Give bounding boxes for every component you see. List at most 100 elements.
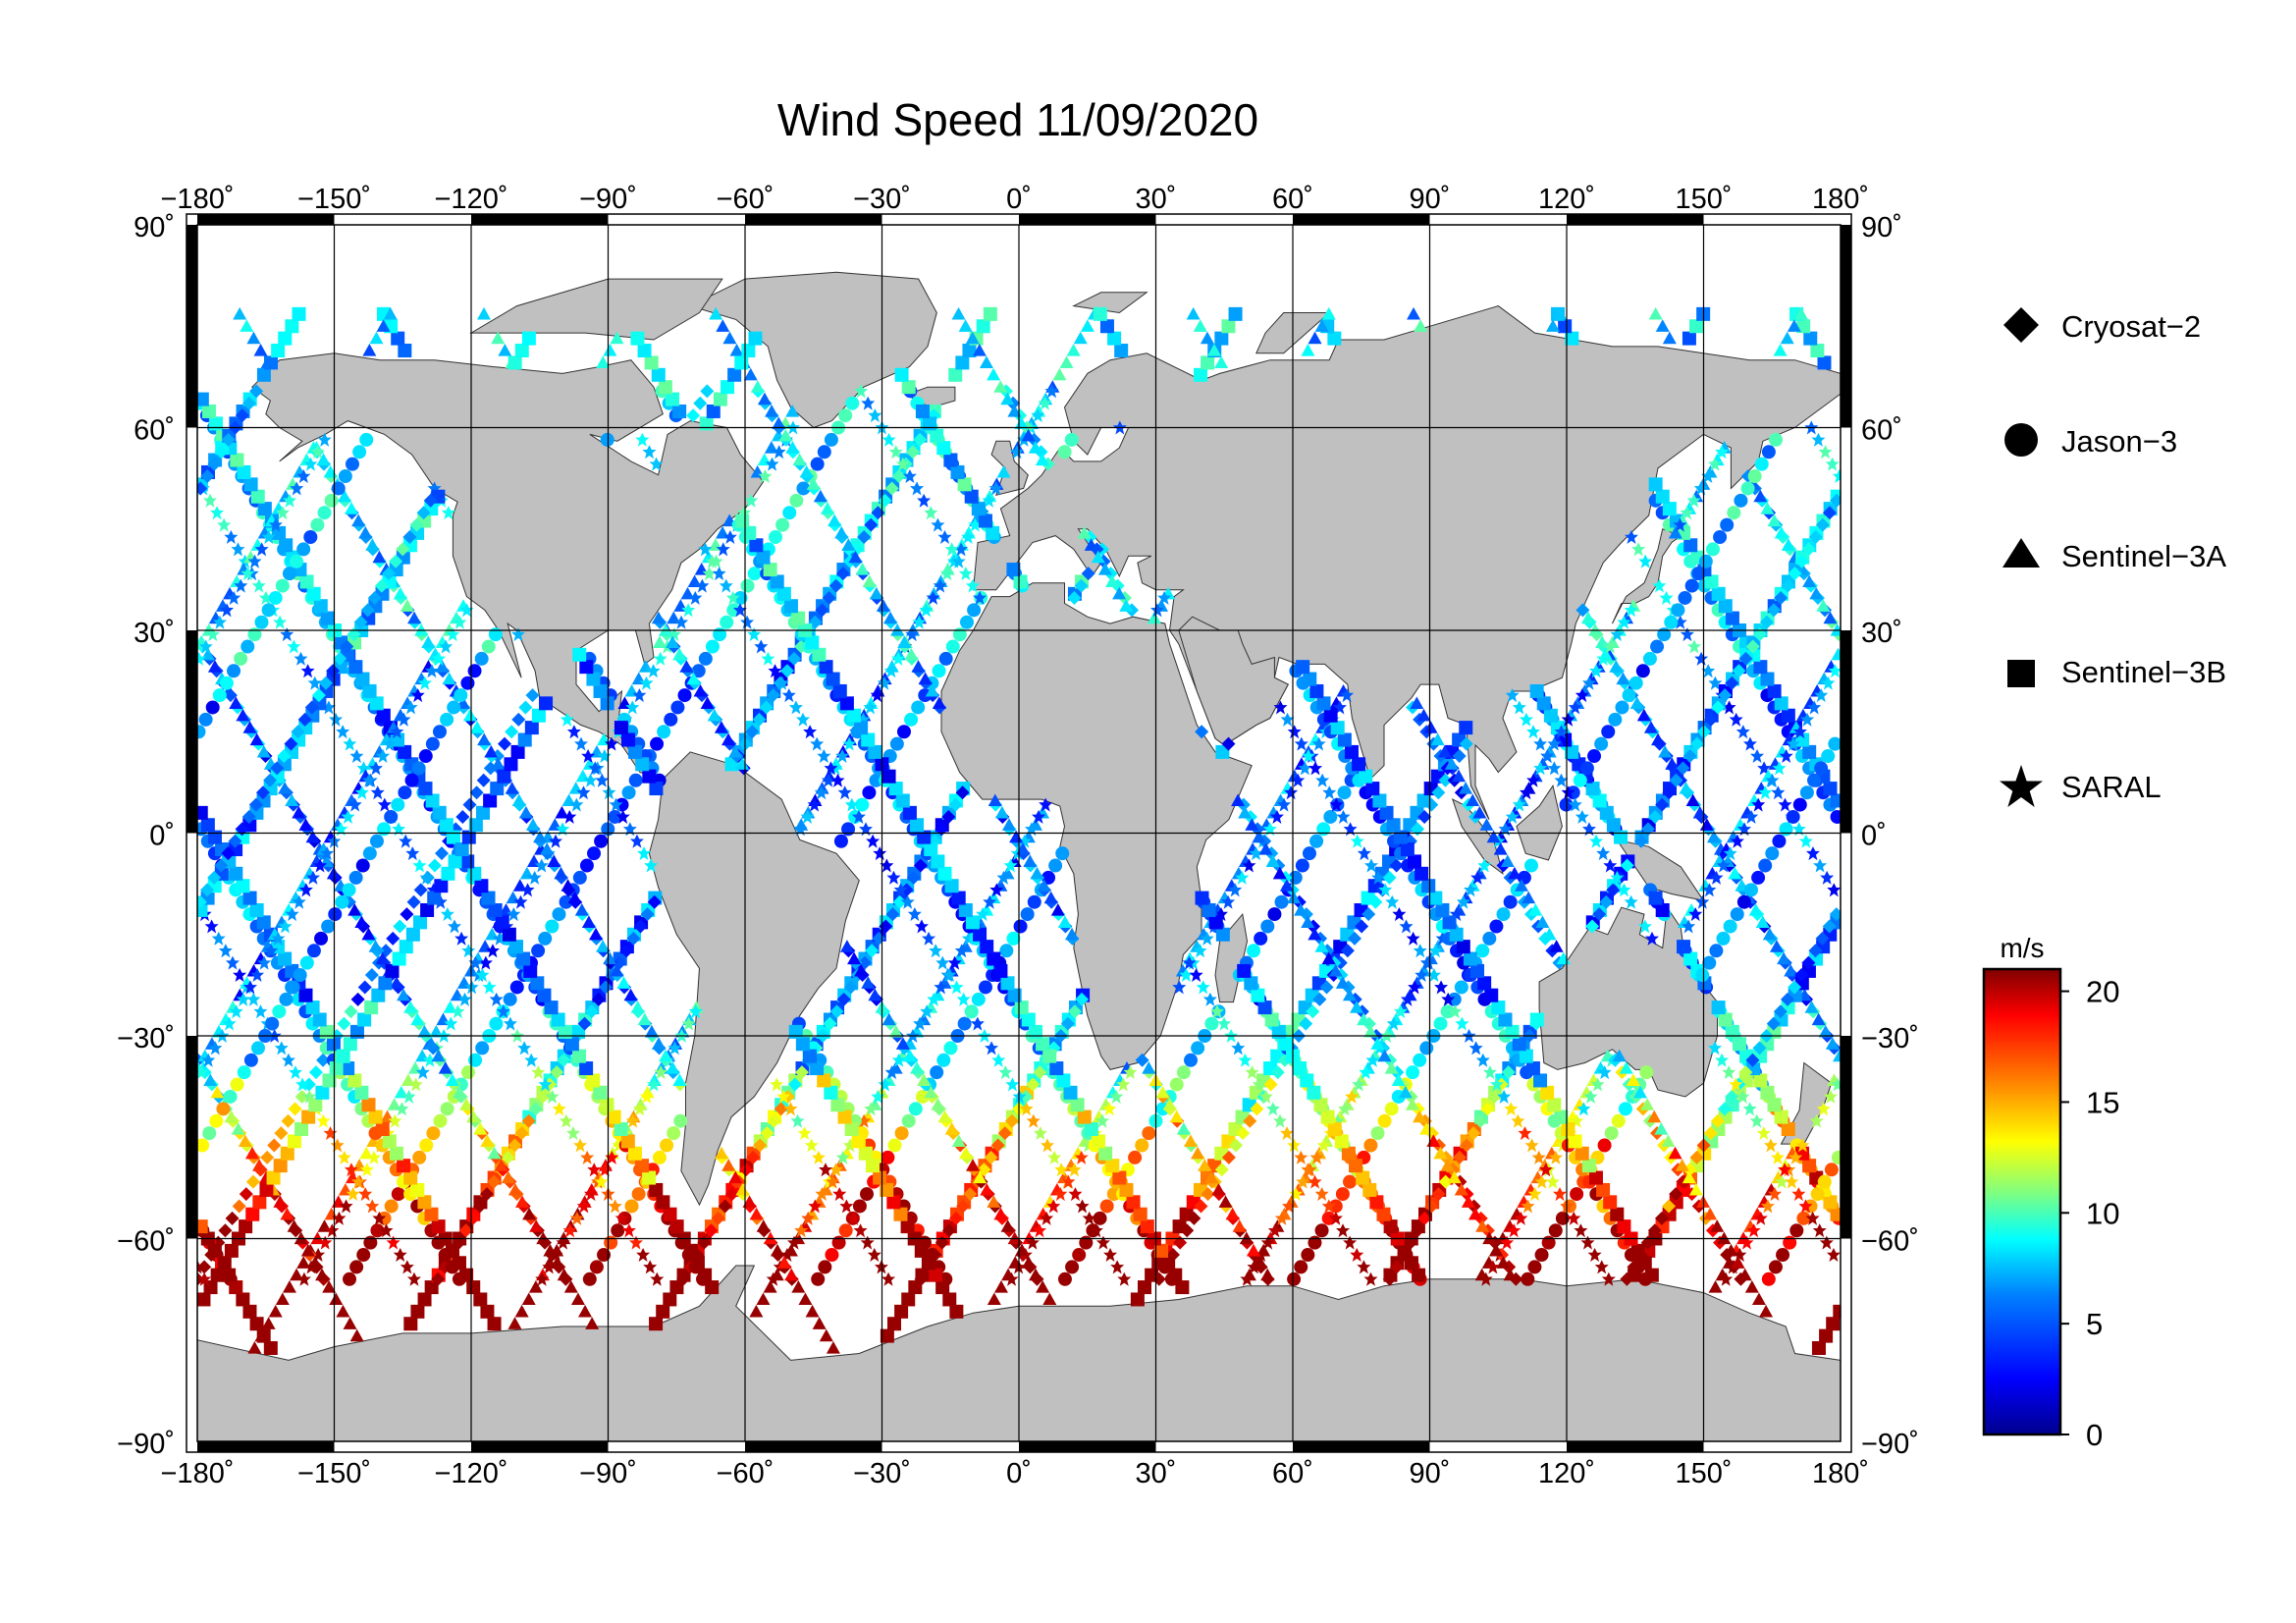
track-point-circle	[454, 1077, 468, 1092]
land-indonesia-borneo	[1516, 784, 1563, 861]
track-point-star	[1428, 944, 1443, 958]
track-point-square	[497, 769, 511, 784]
track-point-triangle	[1232, 1219, 1247, 1232]
track-point-square	[658, 380, 672, 395]
track-point-diamond	[1655, 797, 1670, 812]
track-point-diamond	[779, 664, 794, 678]
latitude-labels-right: 90˚60˚30˚0˚−30˚−60˚−90˚	[1861, 212, 1919, 1460]
track-point-square	[441, 866, 455, 881]
track-point-circle	[904, 712, 919, 727]
track-point-triangle	[533, 830, 548, 843]
track-point-star	[602, 785, 616, 800]
track-point-star	[399, 834, 413, 848]
track-point-diamond	[828, 578, 843, 593]
track-point-star	[804, 1138, 819, 1153]
track-point-circle	[503, 992, 517, 1006]
track-point-triangle	[570, 1292, 585, 1306]
track-point-triangle	[792, 453, 807, 466]
track-point-triangle	[897, 635, 912, 648]
track-point-star	[1547, 761, 1562, 776]
track-point-triangle	[728, 1170, 743, 1184]
track-point-circle	[1496, 907, 1511, 922]
track-point-diamond	[1250, 1102, 1264, 1116]
track-point-diamond	[1592, 907, 1607, 922]
track-point-square	[446, 830, 460, 844]
track-point-square	[627, 1146, 642, 1161]
track-point-square	[357, 1012, 372, 1027]
track-point-diamond	[746, 1150, 761, 1164]
track-point-triangle	[462, 708, 477, 722]
track-point-diamond	[364, 968, 379, 983]
track-point-star	[902, 469, 917, 484]
track-point-star	[349, 749, 364, 764]
track-point-square	[1565, 331, 1579, 346]
frame-bar-top	[1019, 214, 1156, 225]
track-point-star	[1594, 1260, 1609, 1274]
track-point-star	[826, 1174, 840, 1189]
track-point-square	[229, 866, 243, 881]
track-point-square	[698, 1268, 713, 1282]
track-point-triangle	[1468, 1207, 1482, 1220]
track-point-circle	[720, 615, 734, 629]
track-point-square	[530, 976, 545, 991]
track-point-circle	[1302, 846, 1316, 861]
track-point-triangle	[1461, 1195, 1475, 1208]
track-point-square	[252, 1195, 267, 1210]
track-point-triangle	[1751, 1292, 1766, 1306]
track-point-triangle	[902, 1049, 917, 1062]
track-point-circle	[391, 797, 405, 812]
star-icon	[2000, 765, 2043, 807]
track-point-star	[461, 944, 476, 958]
track-point-circle	[359, 432, 374, 447]
track-point-star	[1340, 688, 1355, 703]
track-point-star	[854, 384, 869, 399]
track-point-circle	[1142, 1126, 1156, 1141]
track-point-circle	[915, 1089, 930, 1104]
track-point-star	[1408, 980, 1422, 995]
track-point-circle	[667, 1126, 681, 1141]
track-point-circle	[1335, 1187, 1350, 1202]
track-point-square	[1732, 1037, 1746, 1052]
longitude-tick-label: 120˚	[1538, 1458, 1595, 1489]
track-point-diamond	[1389, 1260, 1404, 1274]
track-point-square	[222, 1268, 237, 1282]
track-point-star	[1298, 761, 1312, 776]
track-point-triangle	[1238, 805, 1253, 819]
track-point-circle	[1521, 1271, 1535, 1286]
track-point-circle	[652, 1150, 667, 1164]
track-point-circle	[1622, 688, 1636, 703]
track-point-square	[1013, 574, 1028, 589]
longitude-tick-label: −150˚	[297, 1458, 371, 1489]
track-point-star	[1597, 1065, 1612, 1080]
track-point-square	[521, 331, 536, 346]
track-point-diamond	[214, 858, 229, 873]
track-point-star	[1272, 1113, 1287, 1128]
track-point-star	[1742, 1102, 1757, 1116]
track-point-triangle	[1767, 514, 1782, 527]
track-point-triangle	[996, 464, 1011, 478]
track-point-star	[212, 615, 227, 629]
track-point-star	[1505, 809, 1520, 824]
track-point-star	[1524, 1138, 1539, 1153]
track-point-triangle	[1016, 842, 1031, 855]
track-point-circle	[1814, 761, 1829, 776]
colorbar-unit: m/s	[2000, 933, 2044, 963]
track-point-diamond	[413, 883, 428, 897]
track-point-diamond	[221, 432, 236, 447]
track-point-square	[320, 611, 335, 625]
track-point-star	[772, 445, 786, 460]
track-point-triangle	[799, 464, 814, 478]
track-point-diamond	[1431, 785, 1446, 800]
track-point-star	[576, 1199, 591, 1214]
track-point-square	[705, 1280, 720, 1295]
track-point-diamond	[1229, 1138, 1244, 1153]
track-point-diamond	[829, 1004, 844, 1019]
track-point-diamond	[1710, 1113, 1725, 1128]
track-point-triangle	[861, 976, 876, 989]
track-point-triangle	[1629, 696, 1644, 709]
track-point-star	[881, 432, 896, 447]
track-point-square	[315, 1085, 330, 1100]
track-point-circle	[369, 834, 384, 848]
track-point-star	[1742, 736, 1757, 751]
track-point-diamond	[476, 773, 491, 787]
